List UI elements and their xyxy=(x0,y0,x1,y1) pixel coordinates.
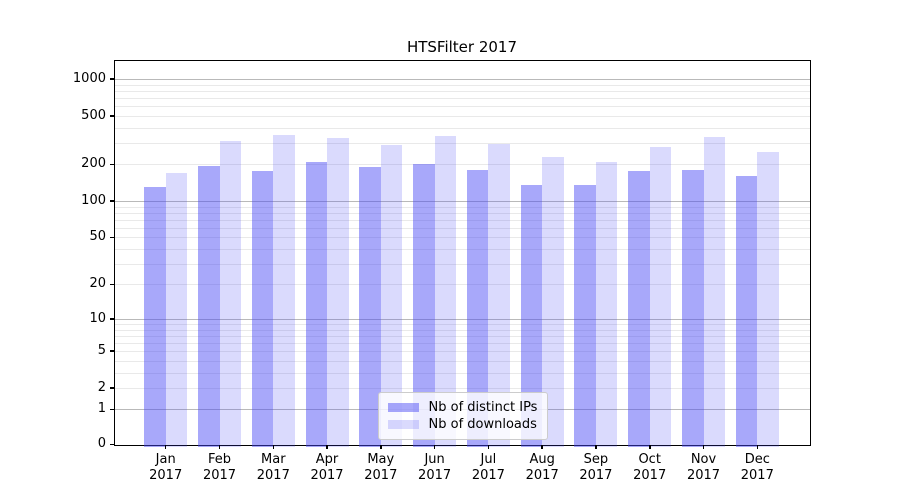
minor-gridline xyxy=(114,335,810,337)
bar-downloads xyxy=(165,172,188,447)
bar-distinct-ips xyxy=(682,169,704,447)
bar-downloads xyxy=(649,146,672,447)
bar-downloads xyxy=(327,137,349,447)
minor-gridline xyxy=(114,142,810,144)
x-tick-label: May 2017 xyxy=(364,452,398,483)
legend-item-downloads: Nb of downloads xyxy=(387,416,538,433)
y-tick-mark xyxy=(110,78,114,80)
bar-distinct-ips xyxy=(251,171,274,447)
legend-label-distinct-ips: Nb of distinct IPs xyxy=(428,400,538,415)
minor-gridline xyxy=(114,115,810,117)
y-tick-label: 20 xyxy=(89,276,106,292)
y-tick-label: 5 xyxy=(97,343,106,358)
bar-downloads xyxy=(703,137,725,447)
legend-swatch-downloads xyxy=(387,419,419,430)
x-tick-label: Apr 2017 xyxy=(310,452,344,483)
plot-area: Nb of distinct IPs Nb of downloads xyxy=(113,60,811,447)
legend-swatch-distinct-ips xyxy=(387,402,419,413)
y-tick-mark xyxy=(110,115,114,117)
minor-gridline xyxy=(114,248,810,250)
minor-gridline xyxy=(114,360,810,362)
x-tick-label: Sep 2017 xyxy=(579,452,613,483)
x-tick-label: Mar 2017 xyxy=(256,452,290,483)
bar-downloads xyxy=(273,134,295,447)
x-tick-label: Jun 2017 xyxy=(418,452,452,483)
y-tick-mark xyxy=(110,408,114,411)
legend-item-distinct-ips: Nb of distinct IPs xyxy=(387,399,538,416)
chart-title: HTSFilter 2017 xyxy=(406,38,518,56)
major-gridline xyxy=(114,200,810,202)
x-tick-label: Nov 2017 xyxy=(686,452,721,483)
bar-downloads xyxy=(434,136,457,447)
y-tick-mark xyxy=(110,387,114,389)
y-tick-label: 1 xyxy=(97,401,106,417)
minor-gridline xyxy=(114,227,810,229)
y-tick-label: 50 xyxy=(89,229,106,245)
bar-downloads xyxy=(595,161,618,447)
y-tick-mark xyxy=(110,236,114,238)
x-tick-label: Aug 2017 xyxy=(525,452,559,483)
bar-downloads xyxy=(219,141,241,447)
y-tick-mark xyxy=(110,163,114,166)
bar-downloads xyxy=(380,144,403,447)
minor-gridline xyxy=(114,342,810,344)
x-tick-label: Feb 2017 xyxy=(202,452,237,483)
minor-gridline xyxy=(114,263,810,265)
x-tick-label: Oct 2017 xyxy=(633,452,667,483)
bar-downloads xyxy=(542,156,564,447)
bar-downloads xyxy=(488,143,510,447)
minor-gridline xyxy=(114,97,810,99)
x-tick-label: Jan 2017 xyxy=(149,452,183,483)
minor-gridline xyxy=(114,106,810,108)
major-gridline xyxy=(114,79,810,80)
x-tick-label: Dec 2017 xyxy=(740,452,774,483)
minor-gridline xyxy=(114,284,810,286)
y-tick-label: 0 xyxy=(97,436,106,452)
minor-gridline xyxy=(114,206,810,208)
minor-gridline xyxy=(114,329,810,331)
y-tick-label: 500 xyxy=(81,107,106,123)
y-tick-mark xyxy=(110,318,114,320)
bar-distinct-ips xyxy=(198,165,220,447)
bar-distinct-ips xyxy=(413,164,435,447)
y-tick-mark xyxy=(110,443,114,446)
minor-gridline xyxy=(114,323,810,325)
minor-gridline xyxy=(114,387,810,389)
y-tick-label: 1000 xyxy=(72,71,106,86)
x-tick-label: Jul 2017 xyxy=(471,452,505,483)
minor-gridline xyxy=(114,127,810,129)
major-gridline xyxy=(114,318,810,320)
gridlines-layer xyxy=(114,61,810,445)
bar-distinct-ips xyxy=(574,185,596,447)
bar-distinct-ips xyxy=(520,185,543,447)
bar-distinct-ips xyxy=(144,187,166,447)
y-tick-mark xyxy=(110,200,114,202)
bars-layer xyxy=(115,61,810,447)
bar-distinct-ips xyxy=(466,169,489,447)
bar-distinct-ips xyxy=(359,167,381,447)
bar-distinct-ips xyxy=(305,161,327,447)
legend: Nb of distinct IPs Nb of downloads xyxy=(377,392,549,440)
y-tick-label: 100 xyxy=(81,192,106,208)
minor-gridline xyxy=(114,372,810,374)
bar-downloads xyxy=(757,151,779,447)
y-tick-label: 200 xyxy=(81,156,106,172)
y-tick-mark xyxy=(110,350,114,352)
bar-distinct-ips xyxy=(628,171,650,447)
minor-gridline xyxy=(114,212,810,214)
legend-label-downloads: Nb of downloads xyxy=(428,417,537,432)
y-tick-mark xyxy=(110,283,114,286)
minor-gridline xyxy=(114,351,810,352)
minor-gridline xyxy=(114,219,810,221)
y-tick-label: 10 xyxy=(89,310,106,326)
minor-gridline xyxy=(114,237,810,239)
minor-gridline xyxy=(114,164,810,166)
minor-gridline xyxy=(114,84,810,86)
y-tick-label: 2 xyxy=(97,379,106,395)
bar-distinct-ips xyxy=(735,176,758,447)
minor-gridline xyxy=(114,90,810,92)
